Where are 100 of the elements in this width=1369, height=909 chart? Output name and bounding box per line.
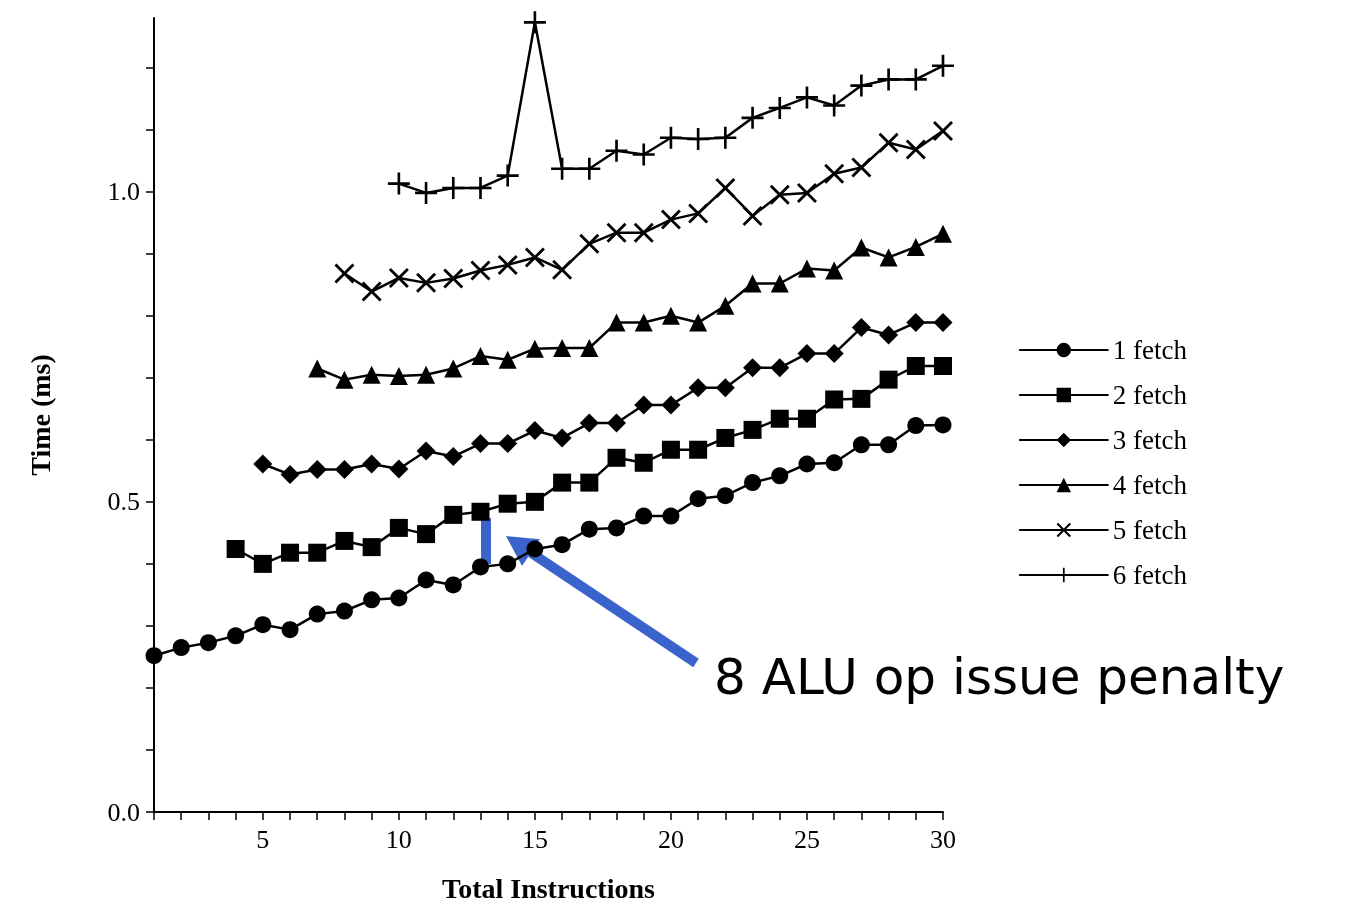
point — [444, 576, 462, 594]
point — [634, 453, 653, 472]
point — [469, 176, 492, 199]
y-tick-label: 0.0 — [107, 797, 140, 827]
point — [770, 358, 790, 378]
point — [688, 203, 709, 224]
legend-label: 2 fetch — [1112, 380, 1188, 410]
point — [580, 339, 599, 358]
point — [552, 428, 572, 448]
legend-label: 3 fetch — [1112, 425, 1188, 455]
x-axis-title: Total Instructions — [442, 872, 656, 904]
point — [850, 74, 873, 97]
legend-label: 4 fetch — [1112, 470, 1188, 500]
x-tick-label: 10 — [385, 824, 412, 854]
point — [335, 370, 354, 389]
point — [879, 248, 898, 267]
point — [307, 460, 327, 480]
point — [716, 487, 734, 505]
point — [308, 359, 327, 378]
x-tick-label: 5 — [256, 824, 270, 854]
point — [907, 417, 925, 435]
point — [281, 543, 300, 562]
point — [552, 259, 573, 280]
point — [471, 347, 490, 366]
point — [632, 143, 655, 166]
point — [661, 306, 680, 325]
point — [607, 448, 626, 467]
point — [823, 94, 846, 117]
point — [334, 263, 355, 284]
point — [145, 647, 163, 665]
point — [743, 420, 762, 439]
point — [362, 538, 381, 557]
point — [499, 555, 517, 573]
point — [443, 268, 464, 289]
point — [906, 357, 925, 375]
point — [470, 260, 491, 281]
point — [605, 139, 628, 162]
legend-label: 1 fetch — [1112, 335, 1188, 365]
point — [580, 473, 599, 492]
point — [496, 164, 519, 187]
point — [879, 325, 899, 345]
point — [497, 254, 518, 275]
point — [770, 274, 789, 293]
point — [417, 525, 436, 544]
point — [498, 494, 517, 513]
point — [525, 339, 544, 358]
point — [798, 455, 816, 473]
point — [471, 502, 490, 521]
point — [744, 474, 762, 492]
legend-label: 6 fetch — [1112, 560, 1188, 590]
x-tick-label: 20 — [657, 824, 684, 854]
point — [851, 318, 871, 338]
point — [906, 237, 925, 256]
point — [714, 126, 737, 149]
point — [525, 492, 544, 511]
point — [308, 543, 327, 562]
point — [934, 416, 952, 434]
point — [662, 507, 680, 525]
point — [795, 86, 818, 109]
point — [743, 358, 763, 378]
point — [689, 490, 707, 508]
point — [416, 441, 436, 461]
point — [688, 378, 708, 398]
point — [524, 247, 545, 268]
point — [659, 126, 682, 149]
annotation: 8 ALU op issue penalty — [714, 648, 1285, 706]
y-axis-title: Time (ms) — [24, 354, 56, 476]
point — [796, 182, 817, 203]
point — [280, 465, 300, 485]
point — [551, 157, 574, 180]
point — [715, 177, 736, 198]
point — [880, 436, 898, 454]
point — [852, 436, 870, 454]
point — [444, 505, 463, 524]
point — [660, 209, 681, 230]
point — [498, 434, 518, 454]
point — [579, 413, 599, 433]
point — [661, 440, 680, 459]
point — [553, 473, 572, 492]
point — [933, 120, 953, 141]
point — [363, 591, 381, 609]
point — [580, 520, 598, 538]
point — [607, 313, 626, 332]
point — [797, 344, 817, 364]
point — [661, 395, 681, 415]
point — [852, 389, 871, 408]
x-tick-label: 30 — [930, 824, 956, 854]
point — [769, 184, 790, 205]
x-tick-label: 15 — [521, 824, 548, 854]
point — [633, 222, 654, 243]
point — [797, 409, 816, 428]
point — [578, 157, 601, 180]
point — [770, 409, 789, 428]
point — [905, 139, 926, 160]
point — [851, 157, 872, 178]
point — [253, 554, 272, 573]
point — [227, 627, 245, 645]
point — [771, 467, 789, 485]
point — [878, 132, 899, 153]
point — [824, 163, 845, 184]
